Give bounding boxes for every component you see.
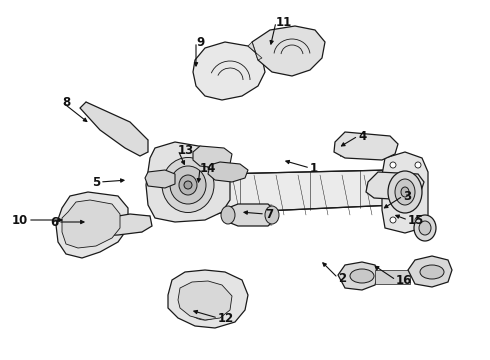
Text: 15: 15 [408,213,424,226]
Ellipse shape [395,179,415,205]
Ellipse shape [265,206,279,224]
Ellipse shape [390,162,396,168]
Ellipse shape [419,221,431,235]
Ellipse shape [390,217,396,223]
Ellipse shape [179,175,197,195]
Text: 16: 16 [396,274,413,287]
Polygon shape [62,200,120,248]
Ellipse shape [415,217,421,223]
Text: 7: 7 [265,207,273,220]
Text: 1: 1 [310,162,318,175]
Ellipse shape [401,187,409,197]
Polygon shape [178,281,232,320]
Polygon shape [366,172,424,200]
Ellipse shape [184,181,192,189]
Ellipse shape [388,171,422,213]
Ellipse shape [350,269,374,283]
Polygon shape [56,192,128,258]
Polygon shape [248,42,262,60]
Ellipse shape [221,206,235,224]
Text: 6: 6 [50,216,58,229]
Polygon shape [193,42,265,100]
Text: 12: 12 [218,311,234,324]
Text: 2: 2 [338,271,346,284]
Polygon shape [168,270,248,328]
Polygon shape [175,170,395,215]
Polygon shape [146,142,230,222]
Text: 13: 13 [178,144,194,157]
Text: 3: 3 [403,189,411,202]
Polygon shape [252,26,325,76]
Polygon shape [334,132,398,160]
Ellipse shape [170,166,206,204]
Ellipse shape [414,215,436,241]
Ellipse shape [420,265,444,279]
Text: 14: 14 [200,162,217,175]
Polygon shape [228,204,272,226]
Polygon shape [338,262,378,290]
Text: 9: 9 [196,36,204,49]
Ellipse shape [162,158,214,212]
Text: 10: 10 [12,213,28,226]
Text: 5: 5 [92,175,100,189]
Polygon shape [193,146,232,168]
Polygon shape [80,102,148,156]
Polygon shape [145,170,175,188]
Text: 11: 11 [276,15,292,28]
Polygon shape [382,152,428,233]
Polygon shape [78,214,152,236]
Polygon shape [408,256,452,287]
Ellipse shape [415,162,421,168]
Text: 8: 8 [62,95,70,108]
Polygon shape [375,270,410,284]
Polygon shape [208,162,248,182]
Text: 4: 4 [358,130,366,143]
